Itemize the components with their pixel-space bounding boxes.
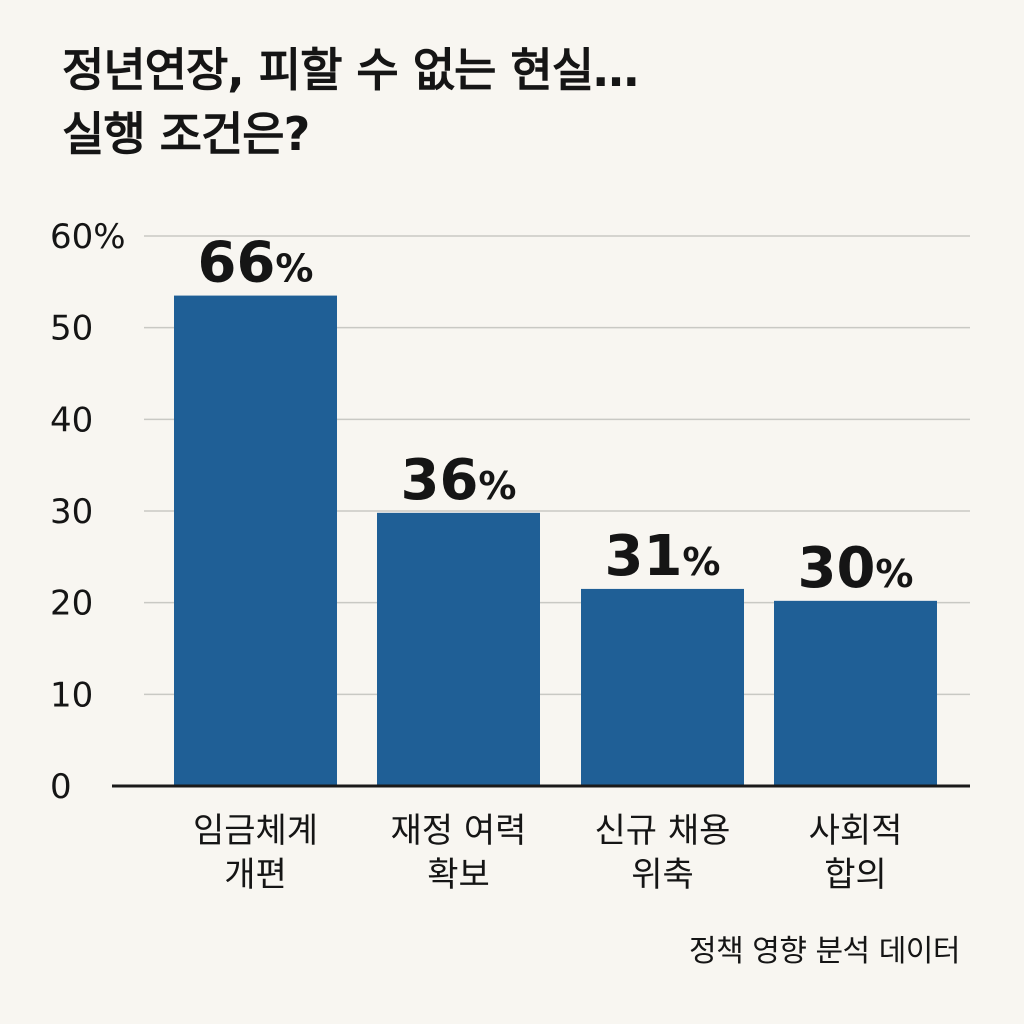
y-tick-label: 60% <box>50 217 126 257</box>
bar <box>174 295 337 786</box>
category-label: 신규 채용 위축 <box>595 811 731 895</box>
chart-title-line-2: 실행 조건은? <box>62 107 310 161</box>
category-labels: 임금체계 개편 재정 여력 확보 신규 채용 위축 사회적 합의 <box>193 811 902 895</box>
bars <box>174 295 937 786</box>
y-tick-label: 40 <box>50 400 93 440</box>
source-note: 정책 영향 분석 데이터 <box>688 934 961 969</box>
bar <box>774 600 937 786</box>
category-label: 사회적 합의 <box>809 811 903 895</box>
y-axis-ticks: 0 10 20 30 40 50 60% <box>50 217 126 807</box>
chart-title-line-1: 정년연장, 피할 수 없는 현실… <box>62 43 639 97</box>
bar <box>581 588 744 786</box>
y-tick-label: 10 <box>50 675 93 715</box>
chart-title: 정년연장, 피할 수 없는 현실… 실행 조건은? <box>62 38 639 166</box>
bar <box>377 512 540 786</box>
data-label: 31% <box>604 524 720 589</box>
y-tick-label: 30 <box>50 492 93 532</box>
category-label: 임금체계 개편 <box>193 811 318 895</box>
y-tick-label: 50 <box>50 309 93 349</box>
data-label: 30% <box>797 536 913 601</box>
data-label: 66% <box>197 231 313 296</box>
data-label: 36% <box>400 448 516 513</box>
y-tick-label: 20 <box>50 584 93 624</box>
y-tick-label: 0 <box>50 767 72 807</box>
data-labels: 66% 36% 31% 30% <box>197 231 913 601</box>
category-label: 재정 여력 확보 <box>391 811 527 895</box>
